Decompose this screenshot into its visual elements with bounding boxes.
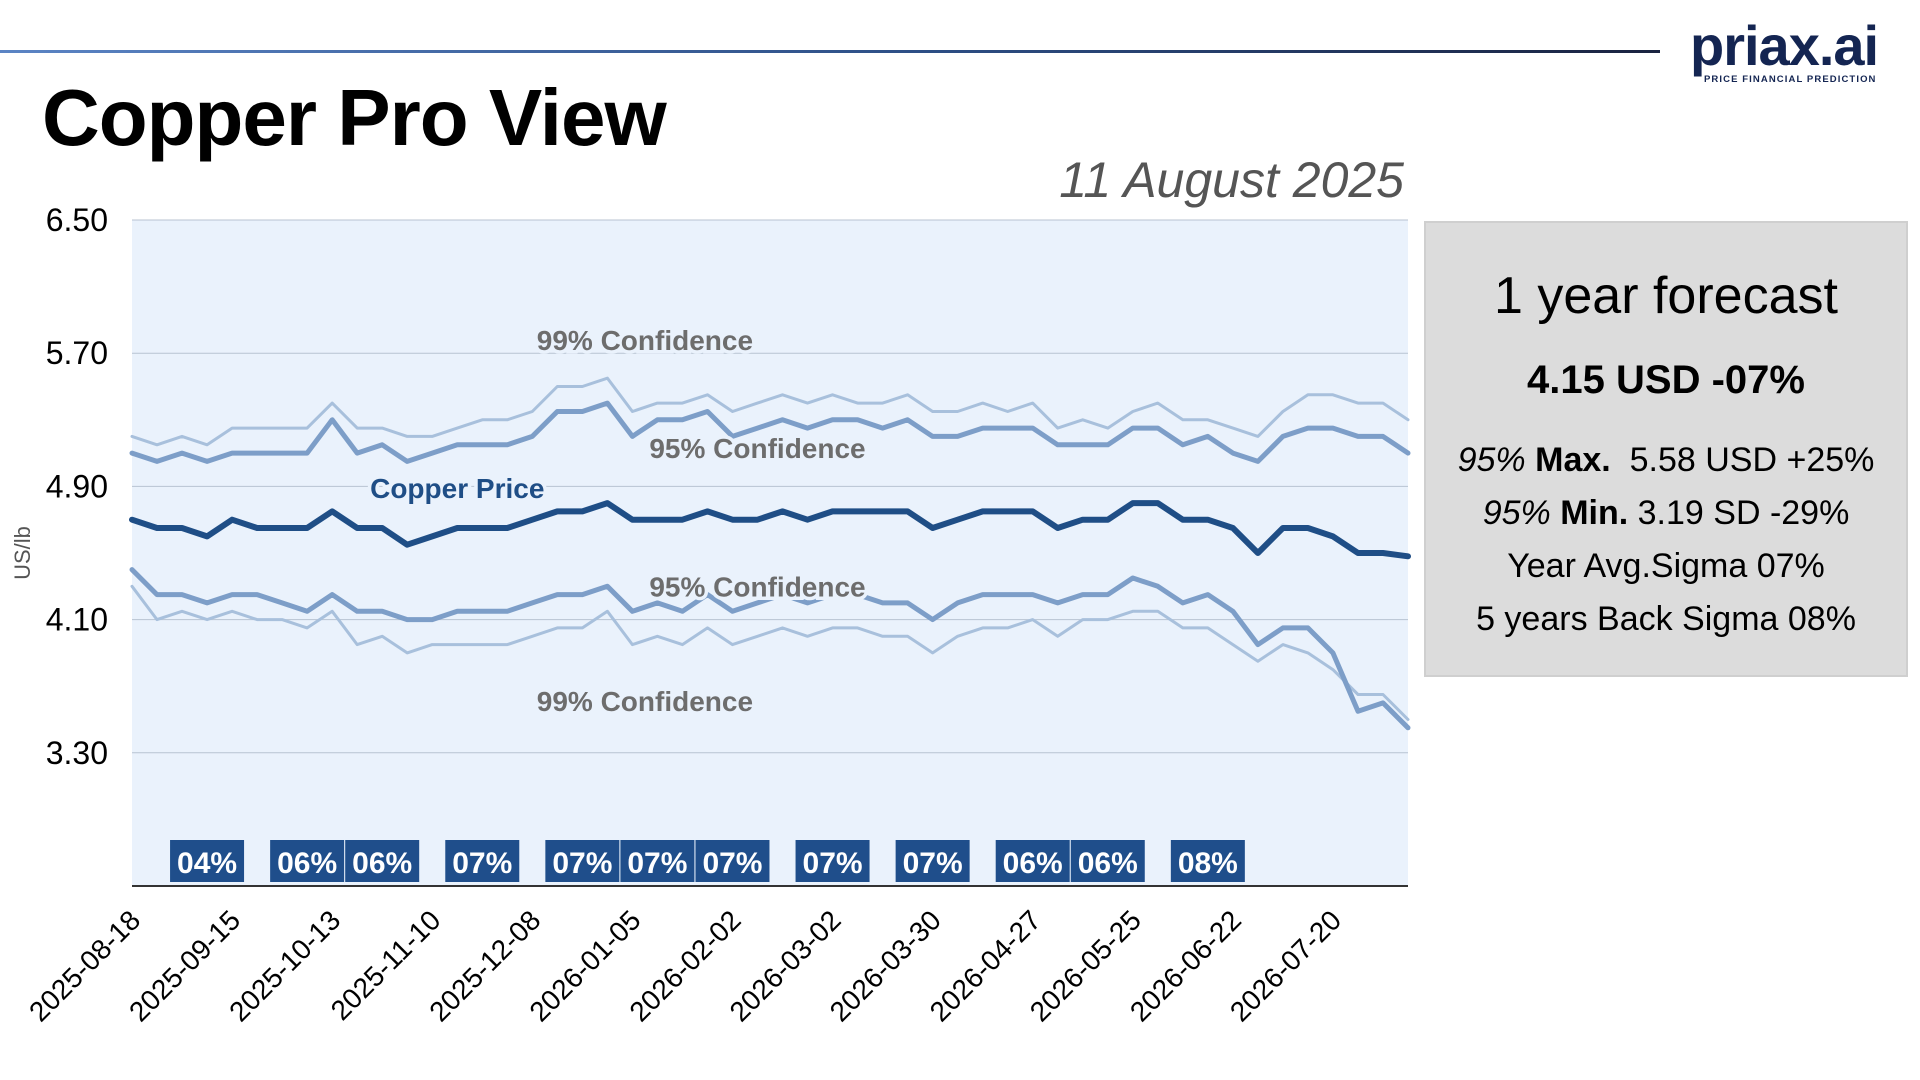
annotation-lower99: 99% Confidence: [537, 686, 753, 717]
sigma-label: 07%: [803, 847, 863, 880]
sigma-label: 07%: [552, 847, 612, 880]
y-tick-label: 5.70: [46, 335, 108, 371]
panel-min-line: 95% Min. 3.19 SD -29%: [1426, 492, 1906, 534]
sigma-label: 06%: [352, 847, 412, 880]
annotation-upper99: 99% Confidence: [537, 325, 753, 356]
sigma-label: 08%: [1178, 847, 1238, 880]
sigma-label: 06%: [1078, 847, 1138, 880]
sigma-label: 04%: [177, 847, 237, 880]
sigma-box: [345, 840, 420, 882]
panel-max-line: 95% Max. 5.58 USD +25%: [1426, 439, 1906, 481]
sigma-box: [620, 840, 695, 882]
sigma-label: 07%: [903, 847, 963, 880]
report-date: 11 August 2025: [1059, 152, 1404, 208]
copper-price-chart: 6.505.704.904.103.30US/lb2025-08-182025-…: [10, 202, 1411, 1028]
panel-five-year: 5 years Back Sigma 08%: [1476, 600, 1856, 638]
panel-max-value: 5.58 USD +25%: [1629, 441, 1875, 479]
y-axis-label: US/lb: [10, 526, 35, 580]
sigma-label: 07%: [702, 847, 762, 880]
sigma-box: [695, 840, 770, 882]
sigma-label: 06%: [277, 847, 337, 880]
sigma-box: [1070, 840, 1145, 882]
panel-min-prefix: 95%: [1482, 494, 1551, 532]
forecast-panel: 1 year forecast 4.15 USD -07% 95% Max. 5…: [1424, 221, 1908, 677]
sigma-box: [270, 840, 345, 882]
series-line-lower99: [130, 584, 1410, 721]
logo-text: priax.ai: [1690, 14, 1879, 77]
logo-tagline: PRICE FINANCIAL PREDICTION: [1704, 74, 1877, 85]
y-tick-label: 6.50: [46, 202, 108, 238]
panel-max-label: Max.: [1535, 441, 1611, 479]
sigma-label: 07%: [627, 847, 687, 880]
annotation-price: Copper Price: [370, 473, 544, 504]
y-tick-label: 4.10: [46, 602, 108, 638]
sigma-label: 07%: [452, 847, 512, 880]
series-line-price: [129, 500, 1411, 560]
series-line-upper99: [130, 376, 1410, 447]
panel-year-avg: Year Avg.Sigma 07%: [1507, 547, 1825, 585]
sigma-box: [170, 840, 245, 882]
brand-logo: priax.ai PRICE FINANCIAL PREDICTION: [1690, 14, 1890, 88]
sigma-box: [445, 840, 520, 882]
panel-headline: 4.15 USD -07%: [1527, 358, 1805, 402]
plot-area: [132, 220, 1408, 886]
series-line-upper95: [129, 400, 1411, 464]
sigma-box: [1170, 840, 1245, 882]
annotation-upper95: 95% Confidence: [649, 433, 865, 464]
y-tick-label: 4.90: [46, 468, 108, 504]
panel-min-label: Min.: [1560, 494, 1629, 532]
panel-title: 1 year forecast: [1494, 267, 1838, 325]
panel-max-prefix: 95%: [1457, 441, 1526, 479]
page-title: Copper Pro View: [42, 73, 667, 162]
annotation-lower95: 95% Confidence: [649, 571, 865, 602]
sigma-label: 06%: [1003, 847, 1063, 880]
panel-min-value: 3.19 SD -29%: [1637, 494, 1850, 532]
y-tick-label: 3.30: [46, 735, 108, 771]
sigma-box: [795, 840, 870, 882]
series-line-lower95: [129, 567, 1411, 731]
sigma-box: [995, 840, 1070, 882]
sigma-box: [895, 840, 970, 882]
sigma-box: [545, 840, 620, 882]
header-rule: [0, 50, 1660, 53]
